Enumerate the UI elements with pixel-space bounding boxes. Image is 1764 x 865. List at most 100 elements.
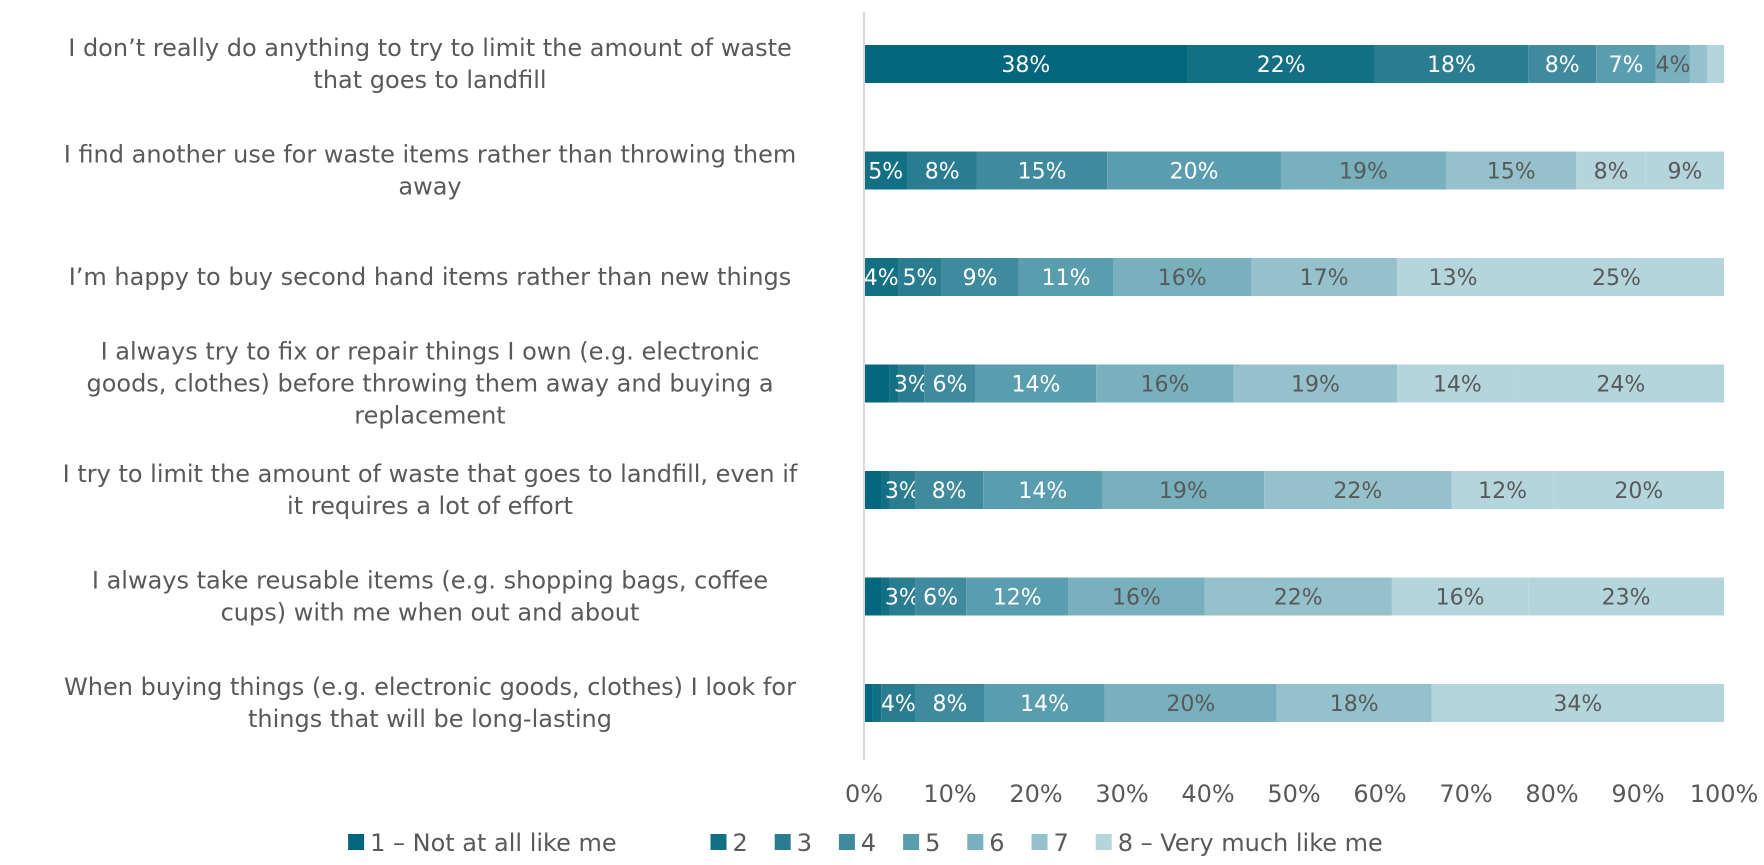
bar-segment	[1553, 471, 1724, 509]
bar-segment	[1645, 151, 1724, 190]
bar-segment	[1706, 45, 1724, 83]
bar-segment	[915, 471, 984, 509]
data-label: 19%	[1339, 160, 1388, 185]
data-label: 4%	[1655, 53, 1690, 78]
data-label: 5%	[868, 160, 903, 185]
bar-segment	[1397, 364, 1518, 403]
bar-segment	[898, 258, 942, 296]
bar-segment	[864, 577, 882, 616]
bar-segment	[872, 684, 882, 722]
data-label: 34%	[1553, 692, 1602, 717]
data-label: 20%	[1614, 479, 1663, 504]
data-label: 16%	[1158, 266, 1207, 291]
bar-segment	[881, 577, 890, 616]
category-label-line: I always take reusable items (e.g. shopp…	[92, 567, 768, 595]
category-label: I don’t really do anything to try to lim…	[68, 34, 792, 94]
category-label: I find another use for waste items rathe…	[64, 141, 797, 201]
category-labels: I don’t really do anything to try to lim…	[63, 34, 798, 733]
data-label: 20%	[1170, 160, 1219, 185]
data-label: 9%	[1667, 160, 1702, 185]
data-label: 17%	[1300, 266, 1349, 291]
bar-segment	[1280, 151, 1447, 190]
data-label: 19%	[1291, 373, 1340, 398]
data-label: 8%	[1545, 53, 1580, 78]
bar-segment	[907, 151, 977, 190]
legend-label: 4	[861, 829, 876, 857]
bar-segment	[864, 471, 882, 509]
bar-segment	[1431, 684, 1724, 722]
bar-segment	[1528, 577, 1724, 616]
bar-segment	[1113, 258, 1251, 296]
x-tick-label: 80%	[1525, 780, 1578, 808]
data-label: 3%	[885, 479, 920, 504]
data-label: 6%	[933, 373, 968, 398]
data-label: 8%	[933, 692, 968, 717]
bar-segment	[1068, 577, 1205, 616]
bar-segment	[966, 577, 1069, 616]
bar-segment	[1517, 364, 1724, 403]
x-tick-label: 50%	[1267, 780, 1320, 808]
category-label-line: When buying things (e.g. electronic good…	[64, 673, 796, 701]
bar-segment	[864, 45, 1188, 83]
x-tick-label: 90%	[1611, 780, 1664, 808]
bar-segment	[984, 684, 1105, 722]
data-label: 14%	[1433, 373, 1482, 398]
data-label: 20%	[1166, 692, 1215, 717]
category-label-line: cups) with me when out and about	[221, 599, 640, 627]
legend-swatch	[838, 834, 855, 850]
data-label: 22%	[1257, 53, 1306, 78]
bar-segment	[1251, 258, 1398, 296]
data-label: 12%	[993, 586, 1042, 611]
x-tick-label: 40%	[1181, 780, 1234, 808]
bar-segment	[889, 364, 899, 403]
legend-label: 5	[925, 829, 940, 857]
bar-segment	[1374, 45, 1529, 83]
bar-segment	[1018, 258, 1114, 296]
legend-swatch	[348, 834, 365, 850]
category-label: I always take reusable items (e.g. shopp…	[92, 567, 768, 627]
data-label: 14%	[1020, 692, 1069, 717]
x-tick-label: 70%	[1439, 780, 1492, 808]
bar-segment	[983, 471, 1103, 509]
bar-segment	[1107, 151, 1281, 190]
bar-segment	[1655, 45, 1690, 83]
bar-segment	[1264, 471, 1452, 509]
category-label-line: replacement	[354, 402, 505, 430]
data-label: 23%	[1602, 586, 1651, 611]
data-label: 4%	[881, 692, 916, 717]
data-label: 22%	[1333, 479, 1382, 504]
bar-segment	[889, 577, 916, 616]
legend-label: 3	[797, 829, 812, 857]
x-tick-label: 30%	[1095, 780, 1148, 808]
bar-segment	[881, 684, 916, 722]
x-tick-label: 10%	[923, 780, 976, 808]
bar-segment	[1187, 45, 1375, 83]
bar-segment	[1576, 151, 1646, 190]
data-label: 38%	[1001, 53, 1050, 78]
legend-label: 7	[1054, 829, 1069, 857]
bar-segment	[889, 471, 916, 509]
x-tick-label: 60%	[1353, 780, 1406, 808]
bar-segment	[975, 364, 1097, 403]
bar-segment	[864, 151, 908, 190]
legend-label: 6	[989, 829, 1004, 857]
bar-segment	[976, 151, 1108, 190]
category-label: I always try to fix or repair things I o…	[86, 338, 773, 430]
data-label: 8%	[1594, 160, 1629, 185]
data-label: 3%	[894, 373, 929, 398]
bar-segment	[915, 684, 985, 722]
bar-segment	[924, 364, 976, 403]
bar-segment	[1446, 151, 1577, 190]
bar-segment	[1391, 577, 1529, 616]
data-label: 16%	[1141, 373, 1190, 398]
legend-swatch	[774, 834, 791, 850]
legend-swatch	[1095, 834, 1112, 850]
data-label: 8%	[932, 479, 967, 504]
data-label: 4%	[864, 266, 899, 291]
category-label-line: things that will be long-lasting	[248, 705, 612, 733]
legend-label: 8 – Very much like me	[1118, 829, 1383, 857]
data-label: 8%	[925, 160, 960, 185]
bar-segment	[1689, 45, 1707, 83]
bar-segment	[941, 258, 1019, 296]
